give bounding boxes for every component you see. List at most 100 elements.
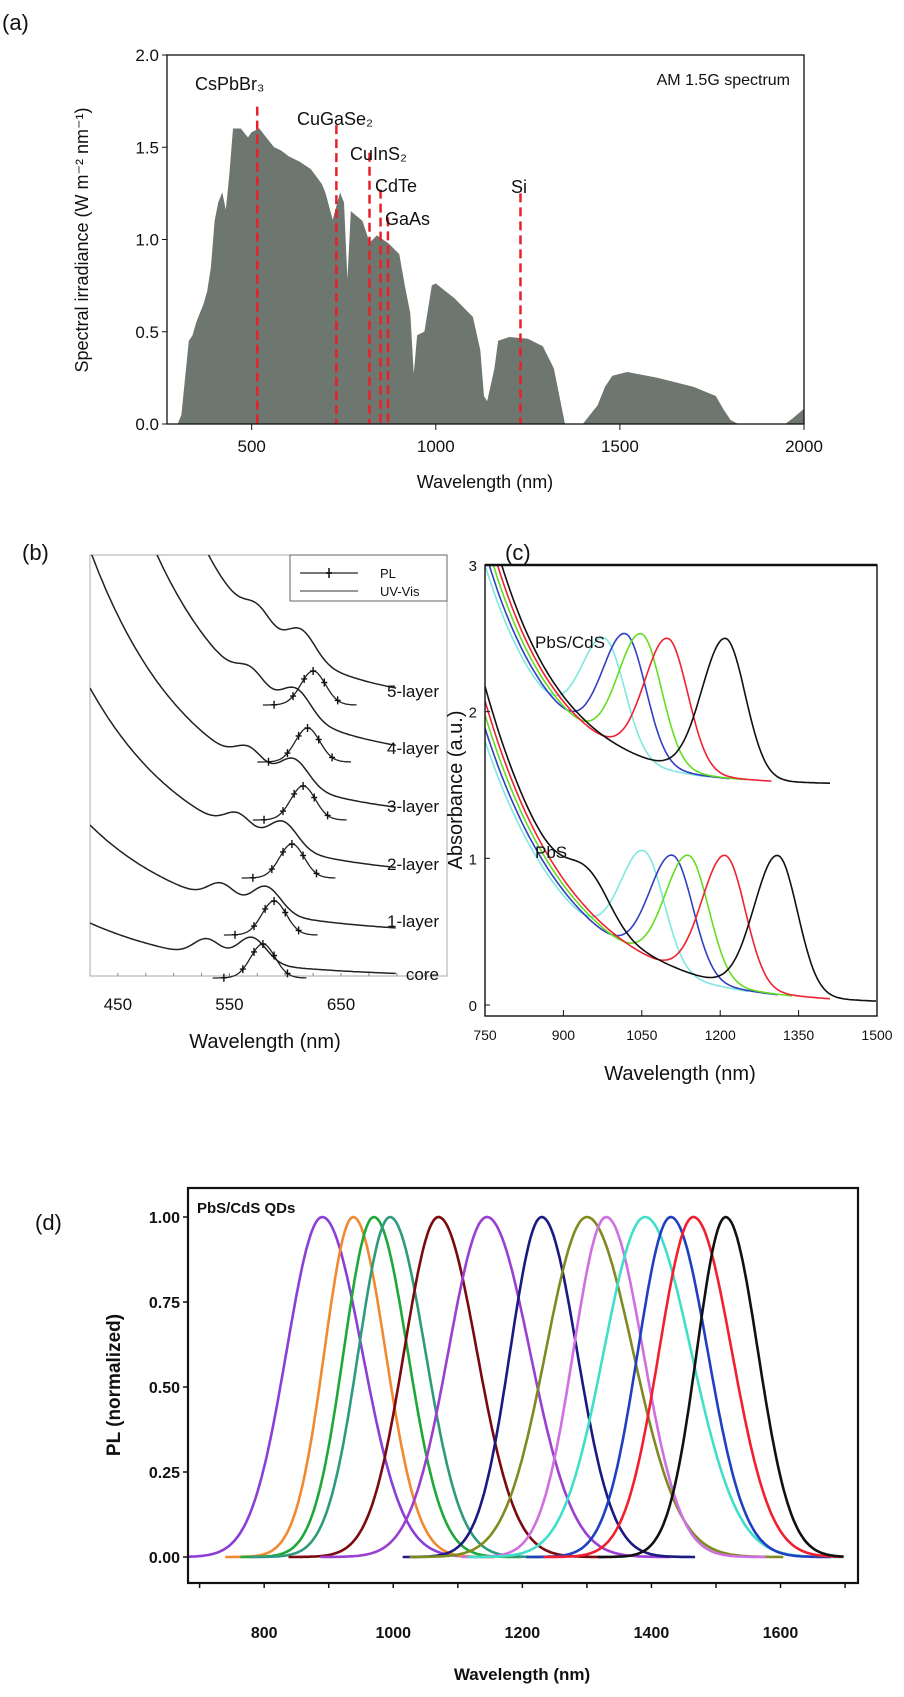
pl-spectrum-curve [461, 1215, 766, 1559]
y-tick-label: 2.0 [135, 46, 159, 65]
pl-marker [271, 951, 278, 960]
pl-marker [324, 811, 331, 820]
pl-marker [280, 847, 287, 856]
pl-marker [250, 922, 257, 931]
absorbance-curve [485, 728, 778, 996]
x-tick-label: 550 [215, 995, 243, 1014]
pl-marker [334, 696, 341, 705]
plot-frame [186, 1186, 860, 1585]
panel-b: (b) core 1-layer 2-layer 3-layer 4-layer 5-lay… [22, 540, 448, 1053]
pl-marker [310, 667, 317, 675]
pl-curve [223, 900, 318, 936]
group-label-pbs-cds: PbS/CdS [535, 633, 605, 652]
x-tick-label: 1000 [417, 437, 455, 456]
x-tick-label: 500 [238, 437, 266, 456]
panel-a: (a) CsPbBr₃ CuGaSe₂ CuInS₂ CdTe GaAs Si AM 1.5G… [2, 10, 823, 492]
x-tick-label: 450 [104, 995, 132, 1014]
material-label: CuGaSe₂ [297, 109, 373, 129]
x-axis-title: Wavelength (nm) [604, 1063, 756, 1085]
y-axis-title: Absorbance (a.u.) [445, 711, 467, 870]
panel-label-c: (c) [505, 540, 531, 565]
x-axis-title: Wavelength (nm) [454, 1665, 590, 1684]
qd-annotation: PbS/CdS QDs [197, 1200, 295, 1217]
panel-d: (d) PbS/CdS QDs 0.00 0.25 0.50 0.75 1.00 800 100… [35, 1186, 860, 1684]
y-tick-label: 1.00 [149, 1210, 180, 1227]
pl-marker [259, 940, 266, 948]
material-label: CdTe [375, 176, 417, 196]
pl-curve [257, 727, 352, 763]
pl-marker [295, 731, 302, 740]
y-tick-label: 0.25 [149, 1465, 180, 1482]
x-tick-label: 1400 [634, 1625, 670, 1642]
series-label: 3-layer [387, 797, 439, 816]
panel-label-d: (d) [35, 1210, 62, 1235]
pl-spectrum-curve [402, 1215, 696, 1559]
pl-spectrum-curve [526, 1215, 831, 1559]
x-tick-label: 1500 [861, 1027, 892, 1043]
y-tick-label: 1.0 [135, 231, 159, 250]
series-label: 5-layer [387, 682, 439, 701]
pl-marker [239, 965, 246, 974]
legend-pl-marker [326, 568, 332, 578]
pl-curve [262, 670, 357, 706]
pl-marker [313, 869, 320, 878]
pl-spectrum-curve [188, 1215, 494, 1559]
absorbance-curve [485, 740, 749, 993]
pl-spectrum-curve [240, 1215, 522, 1559]
material-label: Si [511, 177, 527, 197]
pl-marker [249, 873, 256, 882]
absorbance-curve [492, 565, 747, 781]
y-tick-label: 0.75 [149, 1295, 180, 1312]
am15g-spectrum-area [170, 128, 805, 425]
pl-spectrum-curve [409, 1215, 784, 1559]
absorbance-curve [496, 565, 772, 782]
pl-marker [321, 678, 328, 687]
absorbance-curve [500, 565, 830, 784]
legend-label-pl: PL [380, 566, 396, 581]
pl-marker [329, 753, 336, 762]
pl-spectrum-curve [288, 1215, 605, 1559]
uvvis-curve [90, 824, 396, 929]
panel-c: (c) PbS/CdS PbS 0 1 2 3 750 900 1050 1200 1350 1500 W… [445, 540, 893, 1085]
pl-marker [290, 692, 297, 701]
spectrum-annotation: AM 1.5G spectrum [657, 72, 790, 89]
x-tick-label: 800 [251, 1625, 278, 1642]
panel-label-a: (a) [2, 10, 29, 35]
pl-curve [212, 943, 307, 979]
x-axis-title: Wavelength (nm) [189, 1031, 341, 1053]
pl-spectrum-curve [543, 1215, 844, 1559]
pl-marker [304, 724, 311, 732]
y-tick-label: 0.0 [135, 415, 159, 434]
pl-marker [265, 757, 272, 766]
y-tick-label: 0.00 [149, 1550, 180, 1567]
x-tick-label: 1050 [626, 1027, 657, 1043]
material-label: GaAs [385, 209, 430, 229]
absorbance-curve [485, 714, 793, 997]
pl-marker [262, 904, 269, 913]
pl-marker [268, 865, 275, 874]
x-tick-label: 1000 [375, 1625, 411, 1642]
series-label: 2-layer [387, 855, 439, 874]
x-tick-label: 1350 [783, 1027, 814, 1043]
x-tick-label: 650 [327, 995, 355, 1014]
pl-marker [284, 749, 291, 758]
y-tick-label: 0.5 [135, 323, 159, 342]
pl-spectrum-curve [597, 1215, 844, 1559]
pl-curve [252, 785, 347, 821]
pl-marker [288, 840, 295, 848]
pl-marker [282, 908, 289, 917]
material-label: CuInS₂ [350, 144, 407, 164]
uvvis-curve [156, 555, 396, 747]
pl-curve [241, 843, 336, 879]
x-axis-title: Wavelength (nm) [417, 472, 553, 492]
series-label: 4-layer [387, 739, 439, 758]
pl-spectrum-curve [225, 1215, 495, 1559]
y-tick-label: 2 [469, 705, 477, 722]
plot-frame [89, 554, 448, 977]
pl-marker [295, 926, 302, 935]
y-axis-title: Spectral irradiance (W m⁻² nm⁻¹) [72, 107, 92, 372]
pl-marker [220, 973, 227, 982]
y-tick-label: 1 [469, 851, 477, 868]
absorbance-curve [485, 686, 877, 1002]
